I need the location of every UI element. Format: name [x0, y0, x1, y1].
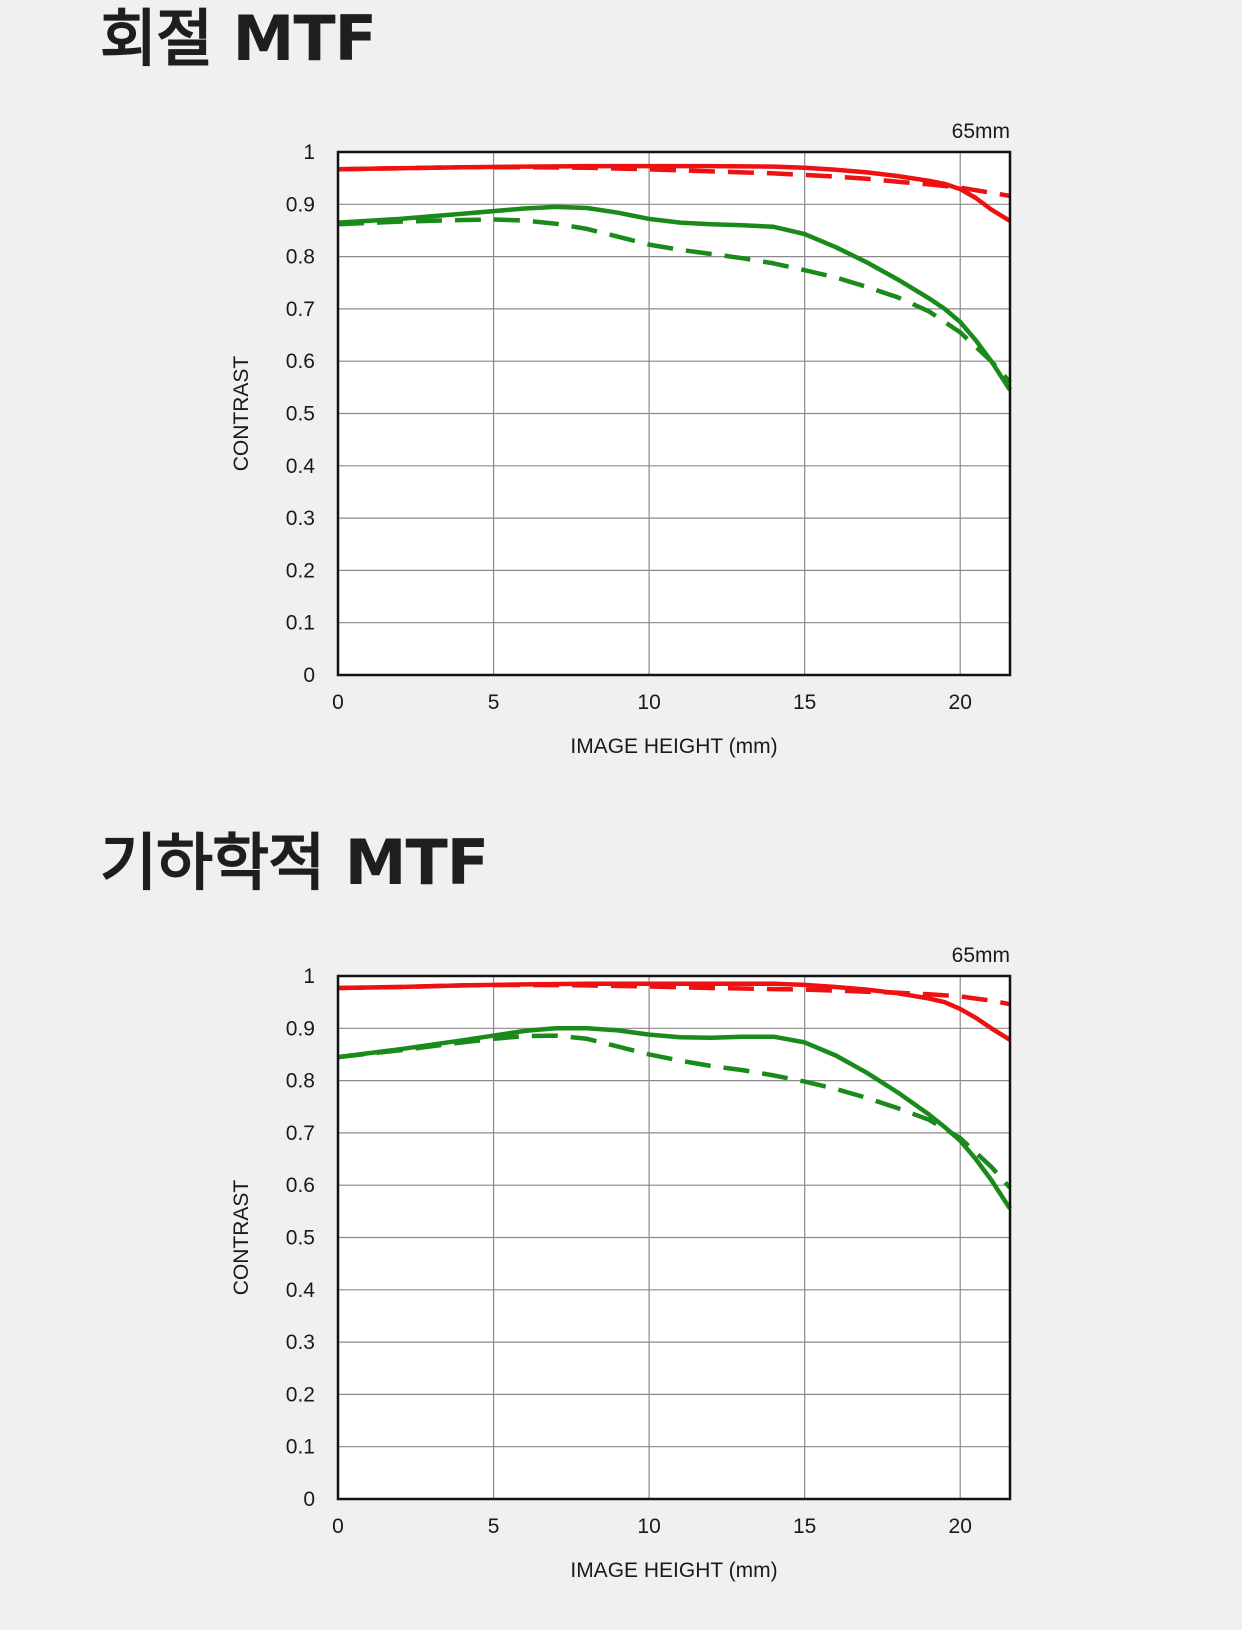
y-tick-label: 0.5: [286, 1227, 315, 1250]
y-tick-label: 1: [303, 141, 315, 164]
y-tick-label: 0.5: [286, 403, 315, 426]
y-tick-label: 0.8: [286, 246, 315, 269]
y-tick-label: 0.9: [286, 1017, 315, 1040]
y-tick-label: 1: [303, 965, 315, 988]
x-tick-label: 5: [488, 1515, 500, 1538]
x-tick-label: 10: [637, 691, 660, 714]
y-tick-label: 0.3: [286, 507, 315, 530]
x-tick-label: 0: [332, 691, 344, 714]
y-axis-label: CONTRAST: [230, 356, 253, 472]
y-tick-label: 0.7: [286, 1122, 315, 1145]
mtf-series-line-3: [337, 204, 1012, 392]
mtf-chart-geometric: 00.10.20.30.40.50.60.70.80.910 5 10 15 20IMA…: [230, 944, 1012, 1582]
x-tick-label: 10: [637, 1515, 660, 1538]
y-tick-label: 0.1: [286, 1436, 315, 1459]
plot-frame: [336, 150, 1012, 677]
x-tick-label: 20: [949, 691, 972, 714]
plot-frame: [336, 974, 1012, 1501]
y-tick-label: 0.4: [286, 455, 316, 478]
mtf-series-line-4: [337, 217, 1012, 384]
y-tick-label: 0.7: [286, 298, 315, 321]
y-tick-label: 0.2: [286, 1383, 315, 1406]
x-tick-label: 20: [949, 1515, 972, 1538]
y-tick-label: 0.4: [286, 1279, 316, 1302]
y-tick-label: 0.9: [286, 193, 315, 216]
x-tick-label: 5: [488, 691, 500, 714]
focal-length-label: 65mm: [952, 944, 1010, 967]
mtf-chart-diffraction: 00.10.20.30.40.50.60.70.80.910 5 10 15 20IMA…: [230, 120, 1012, 758]
mtf-series-line-2: [337, 164, 1011, 199]
y-tick-label: 0: [303, 1488, 315, 1511]
y-axis-label: CONTRAST: [230, 1180, 253, 1296]
x-tick-label: 15: [793, 691, 816, 714]
y-tick-label: 0.8: [286, 1070, 315, 1093]
y-tick-label: 0.6: [286, 1174, 315, 1197]
y-tick-label: 0: [303, 664, 315, 687]
y-tick-label: 0.1: [286, 612, 315, 635]
section-title-geometric-mtf: 기하학적 MTF: [100, 826, 489, 899]
focal-length-label: 65mm: [952, 120, 1010, 143]
x-tick-label: 15: [793, 1515, 816, 1538]
y-tick-label: 0.6: [286, 350, 315, 373]
section-title-diffraction-mtf: 회절 MTF: [100, 2, 377, 75]
mtf-series-line-4: [337, 1033, 1012, 1190]
y-tick-label: 0.3: [286, 1331, 315, 1354]
mtf-series-line-2: [337, 982, 1011, 1007]
x-axis-label: IMAGE HEIGHT (mm): [570, 735, 777, 758]
y-tick-label: 0.2: [286, 559, 315, 582]
x-tick-label: 0: [332, 1515, 344, 1538]
x-axis-label: IMAGE HEIGHT (mm): [570, 1559, 777, 1582]
